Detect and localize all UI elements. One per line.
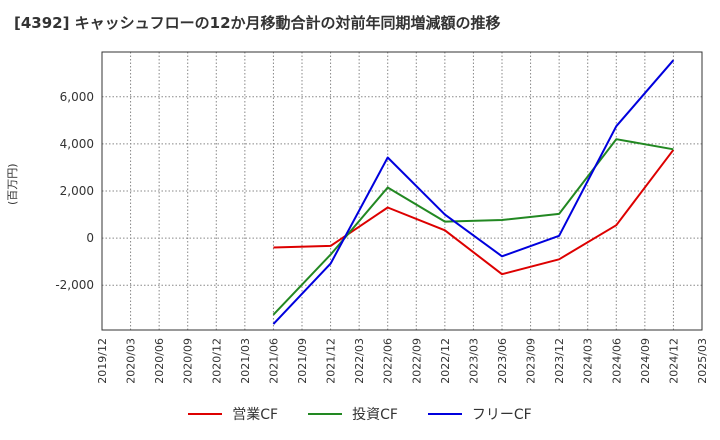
x-tick-label: 2021/09 xyxy=(296,338,309,384)
x-tick-label: 2020/06 xyxy=(153,338,166,384)
legend-item-operating-cf: 営業CF xyxy=(188,404,278,424)
x-tick-label: 2020/09 xyxy=(182,338,195,384)
x-tick-label: 2021/06 xyxy=(267,338,280,384)
x-tick-label: 2023/12 xyxy=(553,338,566,384)
plot-area xyxy=(102,52,702,330)
series-line-2 xyxy=(272,59,675,325)
legend-label-free-cf: フリーCF xyxy=(471,407,532,423)
legend: 営業CF 投資CF フリーCF xyxy=(0,404,720,424)
x-tick-label: 2020/03 xyxy=(125,338,138,384)
x-tick-label: 2024/03 xyxy=(582,338,595,384)
x-tick-label: 2022/12 xyxy=(439,338,452,384)
x-tick-label: 2023/06 xyxy=(496,338,509,384)
legend-swatch-operating-cf xyxy=(188,413,223,415)
x-tick-label: 2024/12 xyxy=(667,338,680,384)
y-tick-label: 2,000 xyxy=(60,184,94,198)
y-tick-label: 4,000 xyxy=(60,137,94,151)
x-tick-label: 2023/09 xyxy=(525,338,538,384)
y-tick-label: -2,000 xyxy=(55,278,94,292)
x-tick-label: 2022/03 xyxy=(353,338,366,384)
series-line-1 xyxy=(272,138,674,316)
legend-swatch-free-cf xyxy=(427,413,462,415)
y-tick-label: 6,000 xyxy=(60,90,94,104)
x-tick-label: 2019/12 xyxy=(96,338,109,384)
x-tick-label: 2024/09 xyxy=(639,338,652,384)
x-tick-label: 2023/03 xyxy=(467,338,480,384)
x-tick-label: 2025/03 xyxy=(696,338,709,384)
x-tick-label: 2022/09 xyxy=(410,338,423,384)
plot-border xyxy=(101,51,703,331)
x-tick-label: 2024/06 xyxy=(610,338,623,384)
x-tick-label: 2021/03 xyxy=(239,338,252,384)
legend-label-investing-cf: 投資CF xyxy=(352,407,398,423)
legend-swatch-investing-cf xyxy=(308,413,343,415)
series-line-0 xyxy=(273,149,675,276)
legend-item-investing-cf: 投資CF xyxy=(308,404,398,424)
legend-item-free-cf: フリーCF xyxy=(427,404,532,424)
legend-label-operating-cf: 営業CF xyxy=(232,407,279,423)
x-tick-label: 2022/06 xyxy=(382,338,395,384)
x-tick-label: 2021/12 xyxy=(325,338,338,384)
chart-title: [4392] キャッシュフローの12か月移動合計の対前年同期増減額の推移 xyxy=(14,14,501,32)
y-tick-label: 0 xyxy=(86,231,94,245)
x-tick-label: 2020/12 xyxy=(210,338,223,384)
